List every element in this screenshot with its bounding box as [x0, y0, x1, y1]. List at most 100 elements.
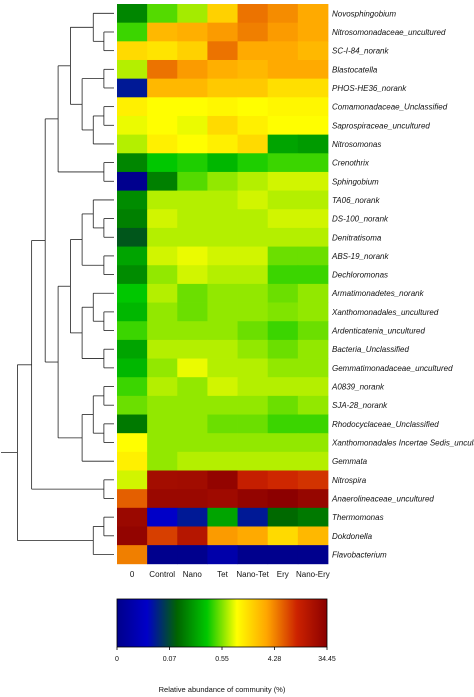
- heatmap-cell: [237, 209, 269, 229]
- heatmap-cell: [237, 4, 269, 24]
- heatmap-cell: [117, 489, 148, 509]
- heatmap-cell: [237, 451, 269, 471]
- heatmap-cell: [297, 283, 329, 303]
- heatmap-cell: [207, 59, 238, 80]
- heatmap-cell: [267, 489, 299, 509]
- heatmap-cell: [207, 451, 238, 471]
- heatmap-cell: [147, 321, 178, 341]
- heatmap-cell: [117, 283, 148, 303]
- heatmap-cell: [237, 526, 269, 546]
- heatmap-cell: [177, 41, 208, 61]
- heatmap-cells: [117, 4, 329, 565]
- heatmap-cell: [207, 358, 238, 378]
- row-label: Nitrospira: [332, 476, 367, 485]
- column-label: 0: [130, 570, 135, 579]
- heatmap-cell: [177, 414, 208, 434]
- heatmap-cell: [207, 377, 238, 397]
- heatmap-cell: [117, 414, 148, 434]
- heatmap-cell: [177, 190, 208, 210]
- heatmap-cell: [177, 339, 208, 359]
- row-label: Denitratisoma: [332, 233, 382, 242]
- heatmap-cell: [117, 41, 148, 61]
- row-labels: Novosphingobium Nitrosomonadaceae_uncultu…: [331, 9, 474, 559]
- row-label: Dokdonella: [332, 532, 373, 541]
- heatmap-cell: [267, 4, 299, 24]
- heatmap-cell: [237, 283, 269, 303]
- heatmap-cell: [297, 321, 329, 341]
- heatmap-cell: [117, 22, 148, 42]
- heatmap-cell: [207, 227, 238, 247]
- row-label: Xanthomonadales_uncultured: [331, 308, 439, 317]
- heatmap-cell: [267, 283, 299, 303]
- heatmap-cell: [267, 190, 299, 210]
- heatmap-cell: [117, 115, 148, 136]
- colorbar-tick-label: 0.07: [163, 656, 177, 663]
- row-label: Dechloromonas: [332, 271, 388, 280]
- heatmap-cell: [267, 134, 299, 154]
- heatmap-cell: [177, 171, 208, 191]
- heatmap-cell: [177, 526, 208, 546]
- row-label: Thermomonas: [332, 513, 384, 522]
- row-label: SC-I-84_norank: [332, 47, 389, 56]
- heatmap-cell: [237, 358, 269, 378]
- heatmap-cell: [297, 545, 329, 565]
- heatmap-cell: [207, 171, 238, 191]
- heatmap-cell: [207, 302, 238, 322]
- heatmap-cell: [177, 321, 208, 341]
- heatmap-cell: [147, 526, 178, 546]
- heatmap-cell: [117, 171, 148, 191]
- heatmap-cell: [117, 433, 148, 453]
- heatmap-cell: [117, 526, 148, 546]
- heatmap-cell: [267, 526, 299, 546]
- column-label: Control: [149, 570, 175, 579]
- heatmap-cell: [147, 4, 178, 24]
- heatmap-cell: [117, 209, 148, 229]
- heatmap-cell: [207, 339, 238, 359]
- heatmap-cell: [177, 395, 208, 415]
- heatmap-cell: [177, 377, 208, 397]
- row-label: Gemmatimonadaceae_uncultured: [332, 364, 453, 373]
- heatmap-cell: [147, 153, 178, 173]
- colorbar-ticks: 0 0.07 0.55 4.28 34.45: [115, 647, 336, 663]
- heatmap-cell: [147, 22, 178, 42]
- heatmap-cell: [207, 489, 238, 509]
- heatmap-cell: [297, 358, 329, 378]
- heatmap-cell: [237, 507, 269, 527]
- heatmap-cell: [267, 171, 299, 191]
- heatmap-cell: [267, 209, 299, 229]
- heatmap-cell: [297, 41, 329, 61]
- heatmap-cell: [237, 395, 269, 415]
- heatmap-cell: [297, 115, 329, 136]
- heatmap-cell: [237, 302, 269, 322]
- heatmap-cell: [117, 507, 148, 527]
- heatmap-cell: [237, 153, 269, 173]
- heatmap-cell: [237, 134, 269, 154]
- heatmap-cell: [267, 395, 299, 415]
- heatmap-cell: [117, 97, 148, 117]
- heatmap-cell: [297, 134, 329, 154]
- heatmap-cell: [297, 377, 329, 397]
- heatmap-cell: [147, 470, 178, 490]
- heatmap-cell: [147, 246, 178, 266]
- heatmap-cell: [207, 97, 238, 117]
- column-label: Nano: [183, 570, 203, 579]
- colorbar-tick-label: 34.45: [318, 656, 336, 663]
- row-label: Nitrosomonas: [332, 140, 381, 149]
- heatmap-cell: [147, 507, 178, 527]
- heatmap-cell: [147, 227, 178, 247]
- heatmap-cell: [237, 433, 269, 453]
- row-label: Comamonadaceae_Unclassified: [332, 103, 448, 112]
- heatmap-cell: [147, 414, 178, 434]
- heatmap-cell: [297, 451, 329, 471]
- heatmap-cell: [297, 78, 329, 98]
- heatmap-cell: [267, 265, 299, 285]
- heatmap-cell: [297, 22, 329, 42]
- colorbar-title: Relative abundance of community (%): [159, 685, 286, 694]
- heatmap-cell: [237, 246, 269, 266]
- heatmap-cell: [117, 470, 148, 490]
- heatmap-cell: [177, 22, 208, 42]
- row-label: Bacteria_Unclassified: [332, 345, 409, 354]
- row-label: Saprospiraceae_uncultured: [332, 121, 430, 130]
- heatmap-cell: [237, 59, 269, 80]
- heatmap-cell: [207, 246, 238, 266]
